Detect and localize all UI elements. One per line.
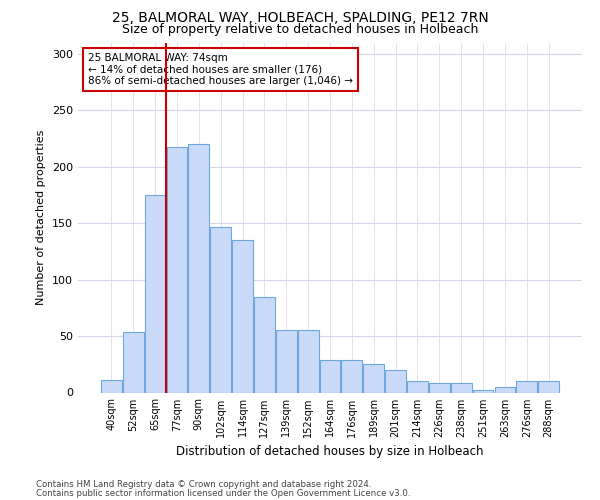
Text: 25, BALMORAL WAY, HOLBEACH, SPALDING, PE12 7RN: 25, BALMORAL WAY, HOLBEACH, SPALDING, PE… — [112, 11, 488, 25]
Bar — [145, 195, 166, 392]
Bar — [276, 330, 296, 392]
Bar — [123, 332, 143, 392]
Bar — [232, 240, 253, 392]
Text: Size of property relative to detached houses in Holbeach: Size of property relative to detached ho… — [122, 22, 478, 36]
Bar — [210, 226, 231, 392]
Bar — [407, 381, 428, 392]
Bar — [538, 381, 559, 392]
Text: 25 BALMORAL WAY: 74sqm
← 14% of detached houses are smaller (176)
86% of semi-de: 25 BALMORAL WAY: 74sqm ← 14% of detached… — [88, 53, 353, 86]
Bar — [101, 380, 122, 392]
Bar — [167, 148, 187, 392]
Bar — [188, 144, 209, 392]
Bar — [473, 390, 493, 392]
Bar — [451, 384, 472, 392]
Bar — [254, 296, 275, 392]
Bar — [494, 387, 515, 392]
Bar — [385, 370, 406, 392]
Bar — [517, 381, 537, 392]
Bar — [429, 384, 450, 392]
Bar — [341, 360, 362, 392]
Bar — [298, 330, 319, 392]
Text: Contains public sector information licensed under the Open Government Licence v3: Contains public sector information licen… — [36, 488, 410, 498]
Bar — [364, 364, 384, 392]
Text: Contains HM Land Registry data © Crown copyright and database right 2024.: Contains HM Land Registry data © Crown c… — [36, 480, 371, 489]
Bar — [320, 360, 340, 392]
Y-axis label: Number of detached properties: Number of detached properties — [37, 130, 46, 305]
X-axis label: Distribution of detached houses by size in Holbeach: Distribution of detached houses by size … — [176, 445, 484, 458]
